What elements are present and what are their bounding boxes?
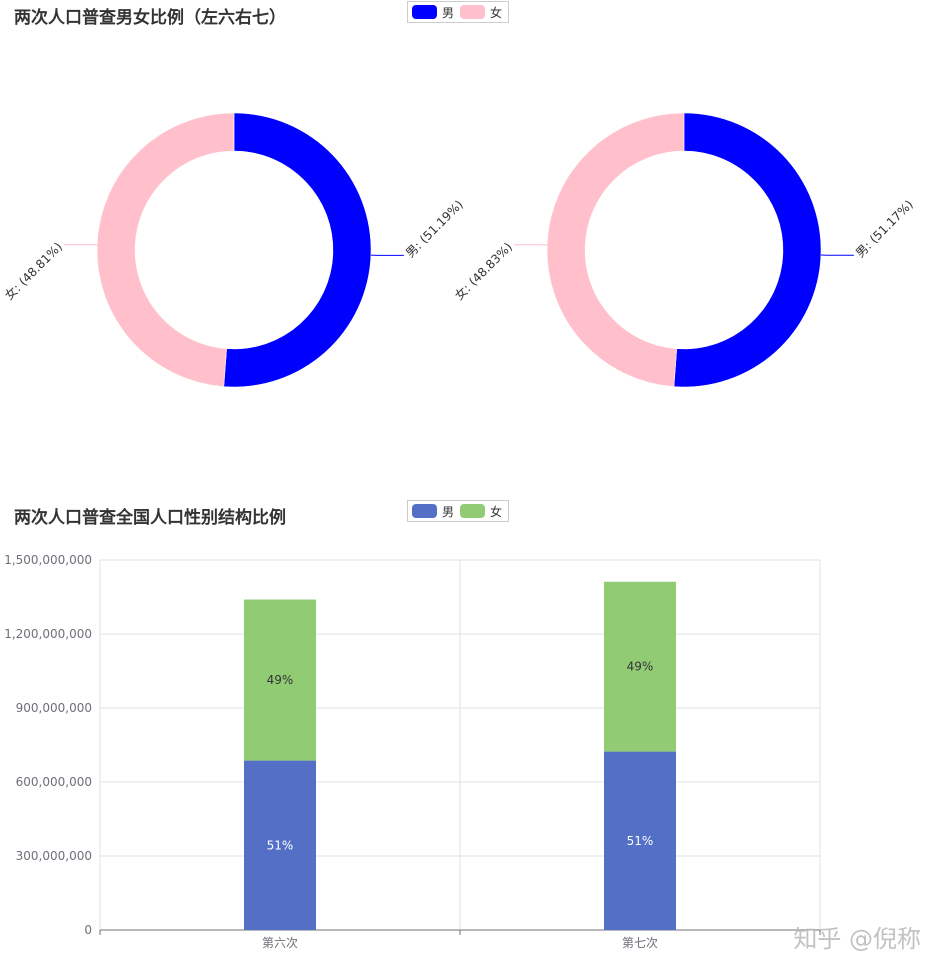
bar-legend-item-male[interactable]: 男 bbox=[412, 503, 454, 520]
donut-slice-1-1 bbox=[546, 112, 685, 387]
bar-label-0-0: 51% bbox=[267, 838, 294, 852]
bar-legend-label-male: 男 bbox=[442, 504, 455, 519]
bar-1-male bbox=[604, 751, 676, 930]
x-tick-label-1: 第七次 bbox=[622, 936, 658, 950]
bar-label-1-1: 49% bbox=[627, 660, 654, 674]
x-tick-label-0: 第六次 bbox=[262, 936, 298, 950]
bar-chart-title: 两次人口普查全国人口性别结构比例 bbox=[14, 508, 286, 528]
legend-item-male[interactable]: 男 bbox=[412, 4, 454, 21]
legend-label-male: 男 bbox=[442, 5, 455, 20]
donut-slice-0-1 bbox=[96, 112, 235, 387]
legend-label-female: 女 bbox=[490, 5, 503, 20]
donut-slice-1-0 bbox=[673, 112, 822, 388]
y-tick-label: 300,000,000 bbox=[16, 849, 92, 863]
y-tick-label: 600,000,000 bbox=[16, 775, 92, 789]
legend-swatch-male bbox=[412, 5, 437, 19]
y-tick-label: 1,500,000,000 bbox=[4, 553, 92, 567]
bar-legend-swatch-female bbox=[460, 504, 486, 518]
bar-label-0-1: 49% bbox=[267, 673, 294, 687]
bar-label-1-0: 51% bbox=[627, 834, 654, 848]
legend-item-female[interactable]: 女 bbox=[460, 4, 502, 21]
y-tick-label: 0 bbox=[84, 923, 92, 937]
watermark: 知乎 @倪称 bbox=[793, 925, 921, 953]
bar-legend-label-female: 女 bbox=[490, 504, 503, 519]
donut-charts: 男: (51.19%)女: (48.81%)男: (51.17%)女: (48.… bbox=[1, 112, 916, 388]
bar-1-female bbox=[604, 581, 676, 752]
pie-legend: 男 女 bbox=[407, 1, 510, 23]
pie-chart-title: 两次人口普查男女比例（左六右七） bbox=[14, 8, 286, 28]
legend-swatch-female bbox=[460, 5, 486, 19]
donut-slice-0-0 bbox=[223, 112, 372, 388]
bar-legend: 男 女 bbox=[407, 500, 510, 522]
bar-0-female bbox=[244, 599, 316, 761]
bar-0-male bbox=[244, 760, 316, 930]
y-tick-label: 1,200,000,000 bbox=[4, 627, 92, 641]
bar-legend-item-female[interactable]: 女 bbox=[460, 503, 502, 520]
y-tick-label: 900,000,000 bbox=[16, 701, 92, 715]
bar-legend-swatch-male bbox=[412, 504, 437, 518]
